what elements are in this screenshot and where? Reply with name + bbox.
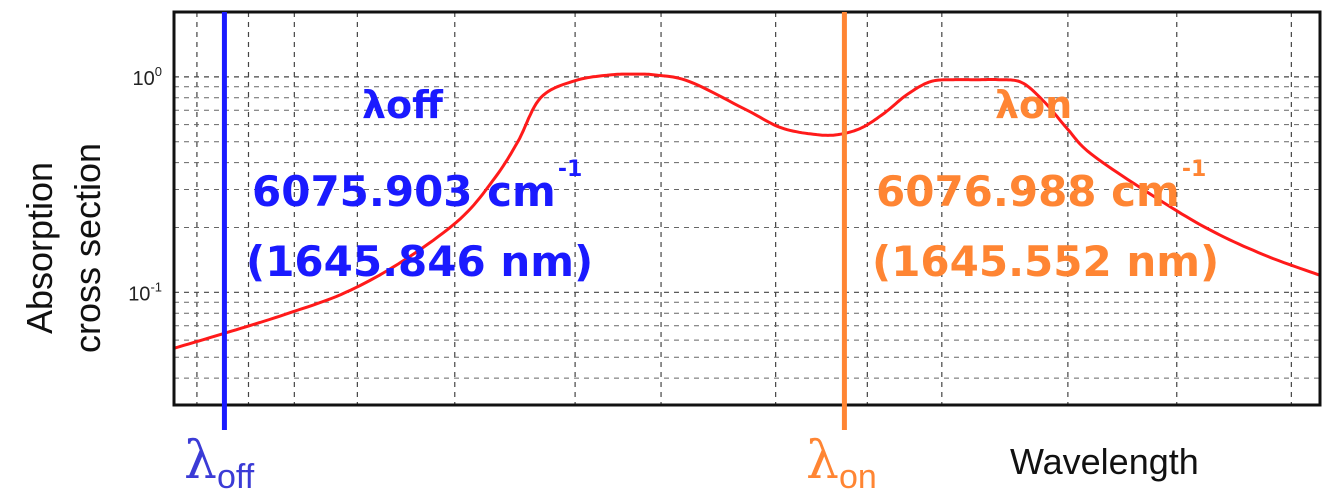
plot-frame bbox=[172, 10, 1322, 407]
lambda-off-wavelength: (1645.846 nm) bbox=[246, 237, 593, 286]
lambda-on-title: λon bbox=[995, 83, 1072, 127]
lambda-on-wavenumber: 6076.988 cm-1 bbox=[876, 157, 1206, 216]
absorption-curve bbox=[173, 72, 1321, 350]
y-axis-label-line1: Absorption bbox=[19, 162, 60, 334]
lambda-on-wavelength: (1645.552 nm) bbox=[872, 237, 1219, 286]
curve-layer bbox=[173, 72, 1321, 350]
lambda-off-axis-label: λoff bbox=[184, 431, 255, 496]
x-axis-label: Wavelength bbox=[1010, 441, 1199, 482]
y-tick-label: 10-1 bbox=[128, 279, 162, 305]
lambda-off-wavenumber: 6075.903 cm-1 bbox=[252, 157, 582, 216]
lambda-on-axis-label: λon bbox=[806, 431, 877, 496]
y-axis-label-line2: cross section bbox=[67, 143, 108, 353]
y-tick-label: 100 bbox=[133, 64, 162, 90]
lambda-off-title: λoff bbox=[362, 83, 444, 127]
